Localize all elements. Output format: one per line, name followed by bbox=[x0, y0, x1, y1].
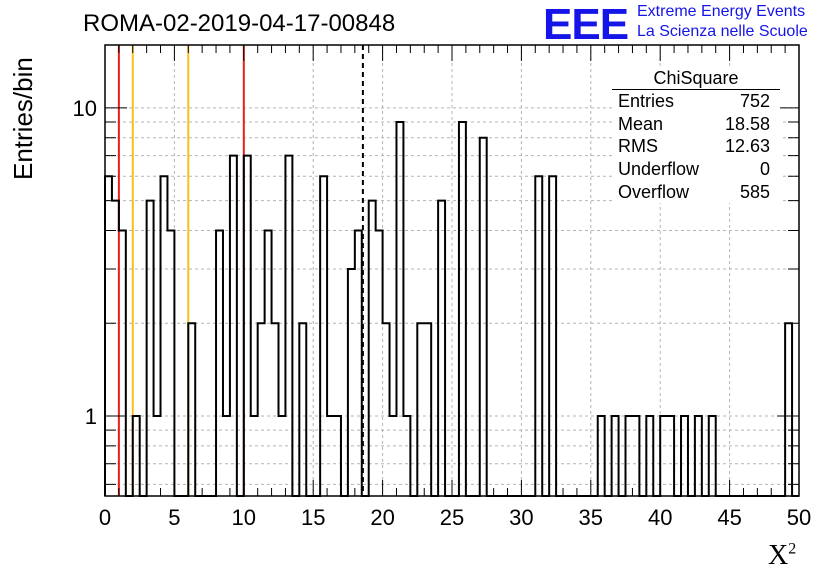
histogram-bin bbox=[626, 416, 633, 496]
logo-subtitle-line1: Extreme Energy Events bbox=[637, 3, 806, 20]
histogram-bin bbox=[369, 201, 376, 496]
histogram-bin bbox=[417, 323, 424, 496]
histogram-bin bbox=[695, 416, 702, 496]
chart-title: ROMA-02-2019-04-17-00848 bbox=[83, 10, 396, 37]
histogram-bin bbox=[646, 416, 653, 496]
x-tick-label: 5 bbox=[168, 505, 180, 530]
histogram-bin bbox=[133, 416, 140, 496]
x-tick-label: 35 bbox=[579, 505, 603, 530]
x-tick-label: 10 bbox=[232, 505, 256, 530]
histogram-bin bbox=[105, 176, 112, 496]
histogram-bin bbox=[244, 156, 251, 496]
stats-row-entries: Entries 752 bbox=[618, 91, 770, 111]
histogram-bin bbox=[216, 231, 223, 496]
histogram-bin bbox=[660, 416, 667, 496]
y-tick-label: 1 bbox=[85, 404, 97, 429]
histogram-bin bbox=[348, 269, 355, 496]
histogram-bin bbox=[376, 231, 383, 496]
histogram-bin bbox=[681, 416, 688, 496]
x-tick-label: 0 bbox=[99, 505, 111, 530]
histogram-bin bbox=[188, 323, 195, 496]
logo-subtitle-line2: La Scienza nelle Scuole bbox=[637, 23, 808, 40]
histogram-bin bbox=[285, 156, 292, 496]
y-axis-label: Entries/bin bbox=[8, 57, 38, 180]
stats-row-underflow: Underflow 0 bbox=[618, 159, 770, 180]
histogram-bin bbox=[161, 176, 168, 496]
stats-row-mean: Mean 18.58 bbox=[618, 113, 770, 134]
x-tick-label: 15 bbox=[301, 505, 325, 530]
x-tick-label: 50 bbox=[787, 505, 811, 530]
histogram-bin bbox=[223, 416, 230, 496]
stats-row-rms: RMS 12.63 bbox=[618, 136, 770, 157]
x-tick-label: 45 bbox=[717, 505, 741, 530]
x-tick-label: 20 bbox=[370, 505, 394, 530]
histogram-bin bbox=[598, 416, 605, 496]
histogram-bin bbox=[383, 323, 390, 496]
histogram-bin bbox=[390, 416, 397, 496]
histogram-bin bbox=[154, 416, 161, 496]
x-tick-label: 30 bbox=[509, 505, 533, 530]
histogram-bin bbox=[119, 231, 126, 496]
eee-logo: EEE bbox=[543, 0, 629, 49]
histogram-bin bbox=[112, 201, 119, 496]
histogram-bin bbox=[612, 416, 619, 496]
histogram-bin bbox=[230, 156, 237, 496]
x-tick-label: 40 bbox=[648, 505, 672, 530]
histogram-bin bbox=[279, 416, 286, 496]
histogram-bin bbox=[299, 323, 306, 496]
axis-ticks bbox=[104, 45, 800, 496]
histogram-bin bbox=[549, 176, 556, 496]
histogram-bin bbox=[785, 323, 792, 496]
y-tick-label: 10 bbox=[73, 96, 97, 121]
histogram-bin bbox=[265, 231, 272, 496]
histogram-bin bbox=[535, 176, 542, 496]
histogram-bin bbox=[355, 231, 362, 496]
histogram-bin bbox=[709, 416, 716, 496]
histogram-bin bbox=[632, 416, 639, 496]
histogram-bin bbox=[424, 323, 431, 496]
histogram-bin bbox=[272, 323, 279, 496]
histogram-bin bbox=[147, 201, 154, 496]
histogram-bin bbox=[480, 138, 487, 496]
x-axis-label: X2 bbox=[768, 540, 797, 571]
stats-title: ChiSquare bbox=[612, 67, 780, 90]
stats-box: ChiSquare Entries 752 Mean 18.58 RMS 12.63 … bbox=[612, 67, 780, 204]
x-tick-label: 25 bbox=[440, 505, 464, 530]
stats-row-overflow: Overflow 585 bbox=[618, 181, 770, 202]
histogram-bin bbox=[320, 176, 327, 496]
histogram-bin bbox=[251, 416, 258, 496]
histogram-bin bbox=[258, 323, 265, 496]
histogram-bin bbox=[327, 416, 334, 496]
histogram-bin bbox=[334, 416, 341, 496]
histogram-bin bbox=[167, 231, 174, 496]
histogram-bin bbox=[459, 122, 466, 496]
histogram-bin bbox=[667, 416, 674, 496]
histogram-bin bbox=[396, 122, 403, 496]
histogram-bin bbox=[438, 201, 445, 496]
histogram-bin bbox=[403, 416, 410, 496]
tick-labels: 0 5 10 15 20 25 30 35 40 45 50 1 10 bbox=[73, 96, 812, 530]
